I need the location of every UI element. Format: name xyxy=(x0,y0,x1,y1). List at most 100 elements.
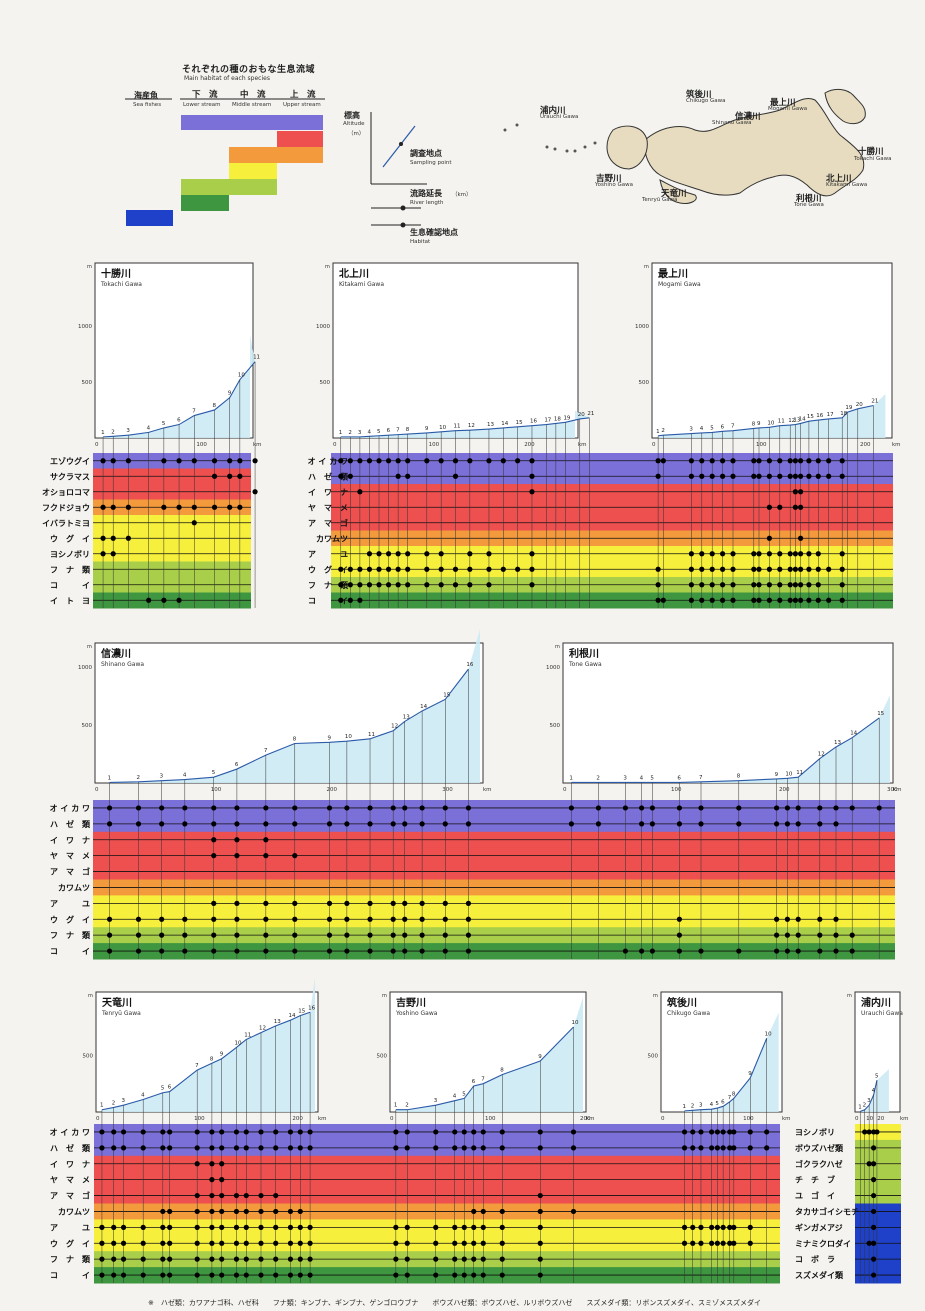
habitat-dot xyxy=(135,948,142,954)
habitat-dot xyxy=(730,566,736,572)
habitat-dot xyxy=(730,551,736,557)
habitat-dot xyxy=(452,1145,458,1151)
habitat-dot xyxy=(465,916,472,922)
habitat-dot xyxy=(849,932,855,938)
habitat-dot xyxy=(393,1129,399,1135)
altitude-profile-line xyxy=(101,1011,311,1111)
sampling-point-number: 19 xyxy=(563,415,570,421)
x-tick-label: 200 xyxy=(327,787,338,793)
habitat-dot xyxy=(871,1256,877,1262)
sampling-point-number: 5 xyxy=(212,770,216,776)
habitat-dot xyxy=(252,458,258,464)
sampling-point-number: 12 xyxy=(391,724,398,730)
sampling-point-number: 1 xyxy=(339,430,343,436)
habitat-dot xyxy=(161,504,167,510)
sampling-point-number: 5 xyxy=(710,425,714,431)
sampling-point-number: 4 xyxy=(367,429,371,435)
sampling-point-number: 4 xyxy=(147,425,151,431)
habitat-dot xyxy=(419,932,425,938)
species-label: コ イ xyxy=(50,947,90,956)
species-label: ヤ マ メ xyxy=(308,503,348,512)
map-label-shinano-jp: 信濃川 xyxy=(735,112,761,122)
habitat-dot xyxy=(366,458,373,464)
habitat-dot xyxy=(252,489,258,495)
habitat-dot xyxy=(720,473,726,479)
habitat-dot xyxy=(537,1129,543,1135)
river-title-en: Shinano Gawa xyxy=(101,661,144,668)
habitat-dot xyxy=(161,458,167,464)
habitat-dot xyxy=(234,948,240,954)
sampling-point-number: 8 xyxy=(500,1068,504,1074)
habitat-dot xyxy=(405,473,411,479)
habitat-dot xyxy=(390,948,396,954)
habitat-dot xyxy=(367,916,373,922)
habitat-dot xyxy=(461,1224,467,1230)
habitat-dot xyxy=(756,551,762,557)
map-label-mogami-en: Mogami Gawa xyxy=(768,106,808,112)
altitude-profile-line xyxy=(395,1026,574,1111)
river-title: 筑後川 xyxy=(667,996,697,1009)
species-label: カワムツ xyxy=(316,534,348,543)
habitat-dot xyxy=(720,566,726,572)
sampling-en: Sampling point xyxy=(410,160,452,166)
x-tick-label: 10 xyxy=(866,1116,873,1122)
habitat-dot xyxy=(140,1272,146,1278)
habitat-dot xyxy=(452,1272,458,1278)
river-title: 最上川 xyxy=(658,267,688,280)
habitat-dot xyxy=(798,582,804,588)
river-title: 利根川 xyxy=(569,647,599,660)
habitat-dot xyxy=(639,805,645,811)
habitat-dot xyxy=(233,1224,240,1230)
habitat-dot xyxy=(297,1240,303,1246)
sampling-point-number: 3 xyxy=(160,774,164,780)
habitat-dot xyxy=(727,1145,733,1151)
habitat-dot xyxy=(471,1272,477,1278)
y-unit: m xyxy=(88,993,93,999)
habitat-dot xyxy=(395,582,401,588)
habitat-dot xyxy=(125,458,131,464)
legend-middle-jp: 中 流 xyxy=(240,90,266,100)
habitat-dot xyxy=(234,821,240,827)
habitat-dot xyxy=(424,551,430,557)
habitat-dot xyxy=(471,1129,477,1135)
habitat-dot xyxy=(839,582,845,588)
sampling-point-number: 16 xyxy=(308,1005,315,1011)
habitat-dot xyxy=(194,1272,200,1278)
habitat-dot xyxy=(438,458,444,464)
habitat-dot xyxy=(258,1256,264,1262)
habitat-dot xyxy=(211,837,217,843)
habitat-dot xyxy=(442,916,448,922)
habitat-dot xyxy=(419,821,425,827)
river-title-en: Chikugo Gawa xyxy=(667,1010,710,1017)
habitat-dot xyxy=(698,948,704,954)
river-area xyxy=(101,977,315,1112)
species-label: カワムツ xyxy=(58,883,90,892)
river-title: 信濃川 xyxy=(101,647,131,660)
habitat-dot xyxy=(367,932,373,938)
sampling-point-number: 10 xyxy=(572,1020,579,1026)
habitat-dot xyxy=(433,1240,439,1246)
habitat-dot xyxy=(347,566,353,572)
habitat-dot xyxy=(194,1129,200,1135)
habitat-dot xyxy=(159,821,165,827)
habitat-dot xyxy=(273,1129,279,1135)
habitat-dot xyxy=(297,1208,303,1215)
sampling-point-number: 11 xyxy=(796,770,803,776)
habitat-dot xyxy=(111,1224,117,1230)
habitat-dot xyxy=(390,932,396,938)
habitat-dot xyxy=(366,551,373,557)
species-label: コ ボ ラ xyxy=(795,1254,835,1264)
habitat-dot xyxy=(287,1224,294,1230)
sampling-point-number: 4 xyxy=(700,426,704,432)
habitat-dot xyxy=(167,1145,173,1151)
habitat-dot xyxy=(344,805,350,811)
species-label: カワムツ xyxy=(58,1207,90,1216)
habitat-dot xyxy=(209,1177,215,1183)
map-label-kitakami-en: Kitakami Gawa xyxy=(826,182,868,188)
species-label: フ ナ 類 xyxy=(50,564,91,574)
habitat-dot xyxy=(106,916,113,922)
habitat-dot xyxy=(297,1224,303,1230)
habitat-dot xyxy=(110,458,116,464)
sampling-point-number: 10 xyxy=(234,1040,241,1046)
